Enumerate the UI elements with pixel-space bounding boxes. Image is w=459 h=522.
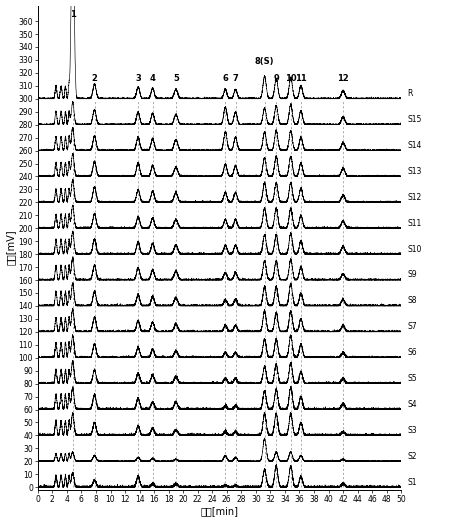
Text: 9: 9: [274, 74, 279, 83]
Text: 6: 6: [223, 74, 228, 83]
Text: S7: S7: [407, 322, 417, 331]
Text: 12: 12: [337, 74, 349, 83]
Text: S5: S5: [407, 374, 417, 383]
Text: S4: S4: [407, 400, 417, 409]
Text: S14: S14: [407, 141, 421, 150]
Text: 7: 7: [233, 74, 238, 83]
Text: 4: 4: [150, 74, 156, 83]
Text: R: R: [407, 89, 413, 98]
Text: 11: 11: [295, 74, 307, 83]
Text: 5: 5: [173, 74, 179, 83]
Text: S3: S3: [407, 426, 417, 435]
Text: S11: S11: [407, 219, 421, 228]
Text: S12: S12: [407, 193, 421, 201]
Text: S13: S13: [407, 167, 421, 176]
X-axis label: 时间[min]: 时间[min]: [201, 506, 239, 516]
Text: 8(S): 8(S): [255, 57, 274, 66]
Text: S6: S6: [407, 348, 417, 357]
Text: S9: S9: [407, 270, 417, 279]
Text: 1: 1: [70, 9, 76, 18]
Text: S15: S15: [407, 115, 421, 124]
Text: 2: 2: [92, 74, 97, 83]
Text: S10: S10: [407, 244, 421, 254]
Text: S1: S1: [407, 478, 417, 487]
Text: S8: S8: [407, 296, 417, 305]
Text: 3: 3: [135, 74, 141, 83]
Y-axis label: 信号[mV]: 信号[mV]: [6, 230, 16, 266]
Text: 10: 10: [285, 74, 297, 83]
Text: S2: S2: [407, 452, 417, 461]
